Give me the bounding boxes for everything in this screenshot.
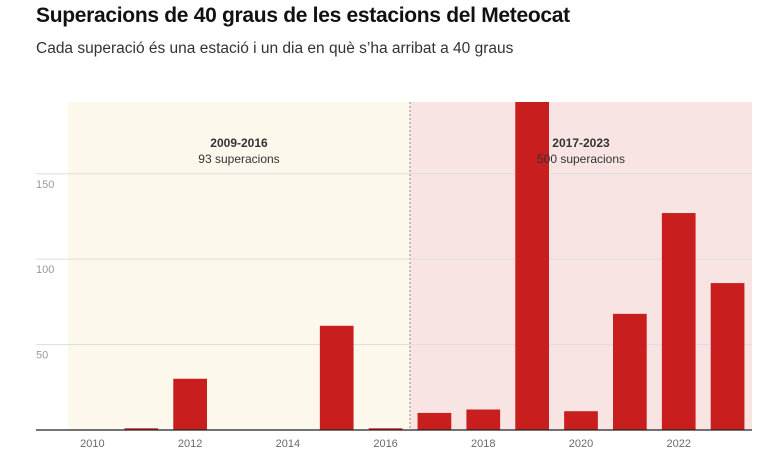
period-label-2: 2017-2023 <box>552 136 610 150</box>
bar-2020 <box>564 411 598 430</box>
x-tick-label: 2016 <box>373 438 397 450</box>
bar-2022 <box>661 213 696 430</box>
x-tick-label: 2014 <box>276 438 300 450</box>
chart-title: Superacions de 40 graus de les estacions… <box>36 4 570 27</box>
bar-2021 <box>613 313 647 430</box>
x-tick-label: 2018 <box>471 438 495 450</box>
bars <box>124 102 745 430</box>
period-sublabel-1: 93 superacions <box>198 152 279 166</box>
y-axis-ticks: 50 100 150 <box>36 179 54 362</box>
x-axis-ticks: 2010 2012 2014 2016 2018 2020 2022 <box>80 438 691 450</box>
bar-2011 <box>124 428 159 430</box>
y-tick-label: 150 <box>36 179 54 191</box>
y-tick-label: 50 <box>36 350 48 362</box>
bar-2019 <box>515 102 549 430</box>
period-backgrounds <box>68 102 752 430</box>
bar-2018 <box>466 409 501 430</box>
x-tick-label: 2010 <box>80 438 104 450</box>
bar-2023 <box>710 283 745 430</box>
x-tick-label: 2022 <box>666 438 690 450</box>
chart-subtitle: Cada superació és una estació i un dia e… <box>36 40 514 57</box>
period-label-1: 2009-2016 <box>210 136 268 150</box>
bar-2015 <box>319 325 354 430</box>
bar-2017 <box>417 412 452 430</box>
period-labels: 2009-2016 93 superacions 2017-2023 500 supe… <box>198 136 625 166</box>
x-tick-label: 2012 <box>178 438 202 450</box>
x-tick-label: 2020 <box>569 438 593 450</box>
bar-2016 <box>368 428 403 430</box>
period-sublabel-2: 500 superacions <box>537 152 625 166</box>
y-tick-label: 100 <box>36 264 54 276</box>
bar-2012 <box>173 378 207 430</box>
